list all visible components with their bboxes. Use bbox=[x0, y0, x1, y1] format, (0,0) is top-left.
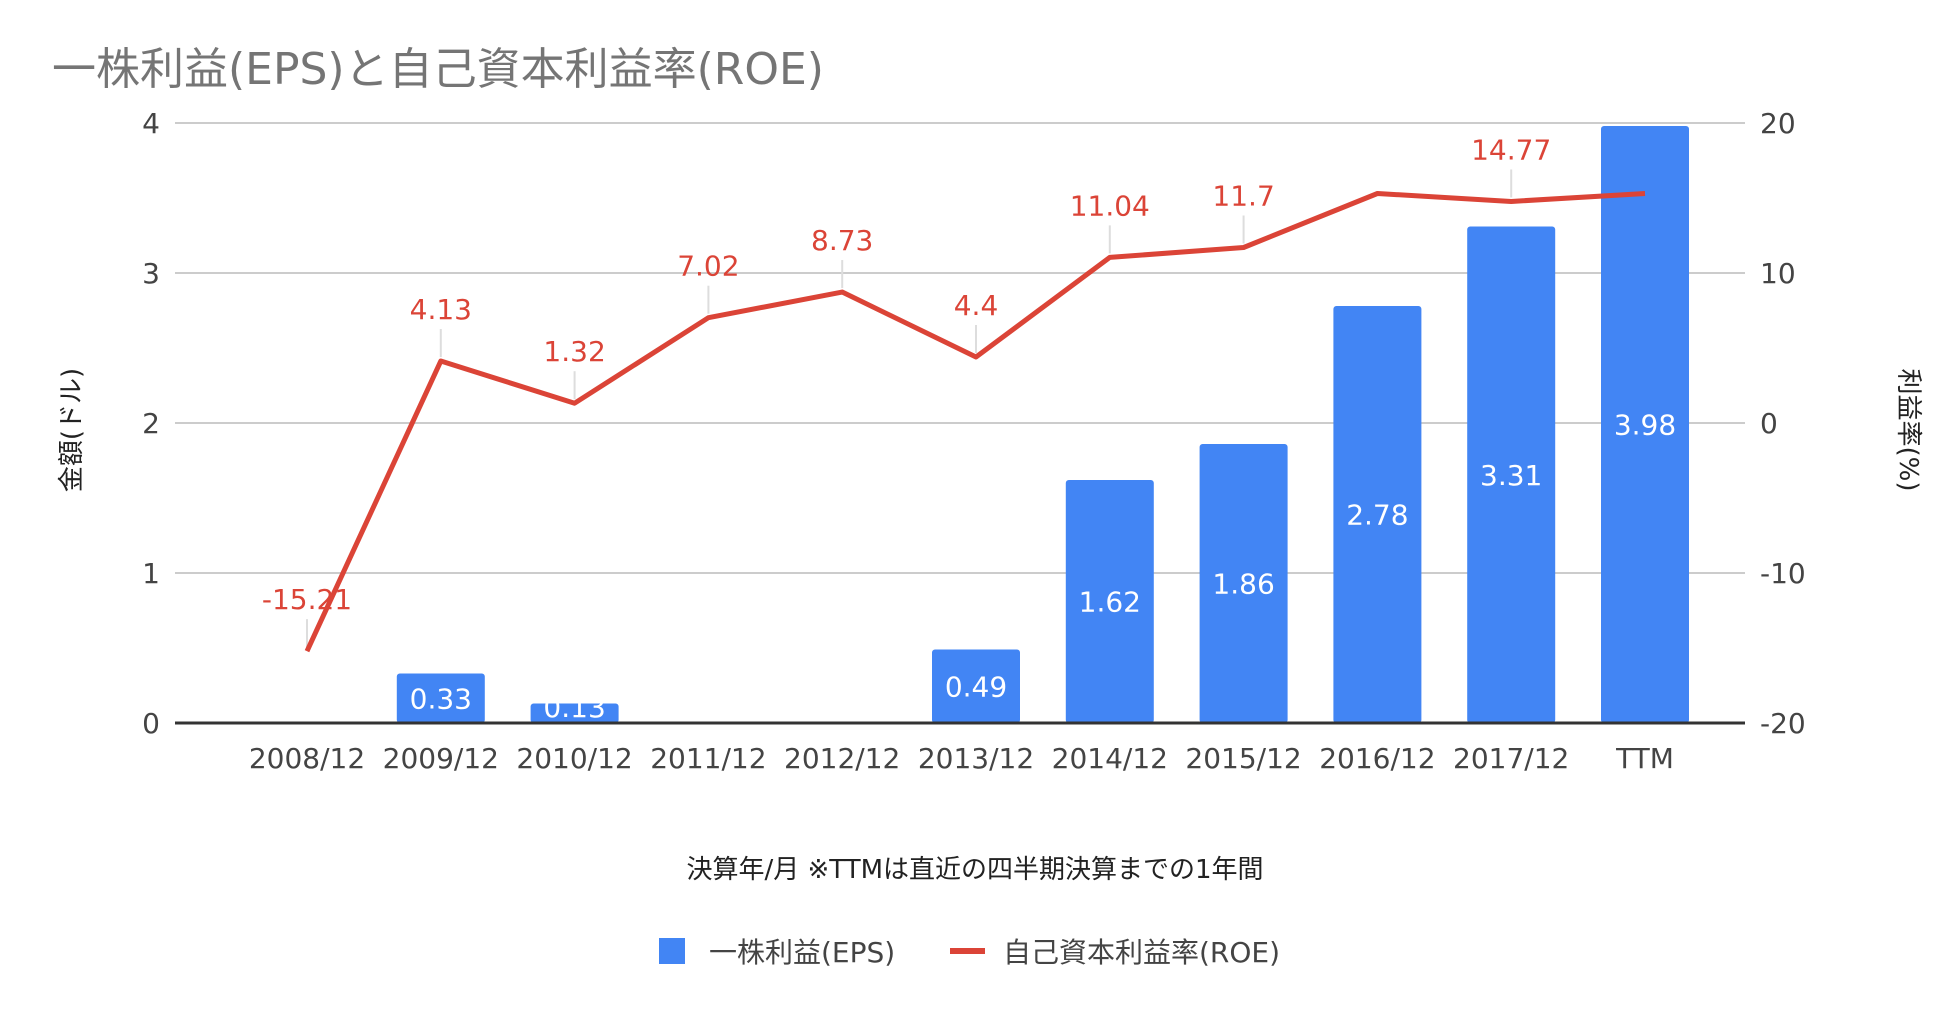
right-tick-label: 10 bbox=[1760, 257, 1796, 290]
roe-line-series: -15.21 4.13 1.32 7.02 8.73 4.4 11.04 11.7 14.77 bbox=[262, 133, 1646, 653]
legend: 一株利益(EPS) 自己資本利益率(ROE) bbox=[659, 936, 1280, 969]
roe-point-label: 11.04 bbox=[1070, 189, 1150, 222]
x-category-label: 2011/12 bbox=[650, 742, 766, 775]
eps-bars: 0.33 0.13 0.49 1.62 1.86 2.78 3.31 3.98 bbox=[396, 126, 1689, 724]
roe-point-label: 4.13 bbox=[410, 293, 472, 326]
roe-line bbox=[304, 191, 1646, 653]
eps-bar-label: 0.33 bbox=[410, 682, 472, 715]
eps-bar bbox=[530, 703, 619, 723]
x-category-label: TTM bbox=[1615, 742, 1674, 775]
x-category-label: 2009/12 bbox=[383, 742, 499, 775]
x-category-label: 2017/12 bbox=[1453, 742, 1569, 775]
x-category-label: 2015/12 bbox=[1185, 742, 1301, 775]
eps-bar bbox=[1333, 306, 1422, 723]
legend-roe-label: 自己資本利益率(ROE) bbox=[1003, 936, 1280, 969]
roe-point-label: -15.21 bbox=[262, 583, 352, 616]
eps-bar bbox=[1065, 480, 1154, 723]
left-tick-label: 2 bbox=[142, 407, 160, 440]
left-tick-label: 0 bbox=[142, 707, 160, 740]
x-category-label: 2013/12 bbox=[918, 742, 1034, 775]
left-tick-label: 1 bbox=[142, 557, 160, 590]
right-axis-title: 利益率(%) bbox=[1893, 369, 1923, 492]
eps-bar-label: 2.78 bbox=[1346, 499, 1408, 532]
eps-bar bbox=[1601, 126, 1689, 723]
roe-point-label: 4.4 bbox=[954, 289, 999, 322]
x-category-label: 2014/12 bbox=[1052, 742, 1168, 775]
x-axis-categories: 2008/12 2009/12 2010/12 2011/12 2012/12 2013/… bbox=[249, 742, 1674, 775]
eps-bar-label: 1.86 bbox=[1212, 568, 1274, 601]
legend-eps-label: 一株利益(EPS) bbox=[709, 936, 895, 969]
left-axis-ticks: 0 1 2 3 4 bbox=[142, 107, 160, 740]
x-category-label: 2016/12 bbox=[1319, 742, 1435, 775]
right-tick-label: -10 bbox=[1760, 557, 1806, 590]
left-tick-label: 3 bbox=[142, 257, 160, 290]
eps-bar bbox=[1199, 444, 1288, 723]
eps-bar bbox=[396, 673, 485, 723]
eps-bar-label: 1.62 bbox=[1079, 586, 1141, 619]
x-axis-title: 決算年/月 ※TTMは直近の四半期決算までの1年間 bbox=[686, 855, 1263, 885]
left-axis-title: 金額(ドル) bbox=[57, 368, 87, 492]
roe-point-label: 8.73 bbox=[811, 224, 873, 257]
eps-bar bbox=[1467, 226, 1556, 723]
eps-bar-label: 0.49 bbox=[945, 670, 1007, 703]
x-category-label: 2010/12 bbox=[516, 742, 632, 775]
roe-point-label: 11.7 bbox=[1212, 180, 1274, 213]
right-tick-label: 20 bbox=[1760, 107, 1796, 140]
eps-bar-label: 3.98 bbox=[1614, 409, 1676, 442]
chart-title: 一株利益(EPS)と自己資本利益率(ROE) bbox=[52, 44, 824, 95]
right-tick-label: -20 bbox=[1760, 707, 1806, 740]
roe-point-label: 14.77 bbox=[1471, 133, 1551, 166]
eps-bar bbox=[932, 649, 1020, 723]
right-axis-ticks: -20 -10 0 10 20 bbox=[1760, 107, 1806, 740]
roe-point-label: 1.32 bbox=[543, 335, 605, 368]
x-category-label: 2008/12 bbox=[249, 742, 365, 775]
right-tick-label: 0 bbox=[1760, 407, 1778, 440]
eps-bar-label: 3.31 bbox=[1480, 459, 1542, 492]
x-category-label: 2012/12 bbox=[784, 742, 900, 775]
eps-bar-label: 0.13 bbox=[543, 691, 605, 724]
roe-point-label: 7.02 bbox=[677, 250, 739, 283]
left-tick-label: 4 bbox=[142, 107, 160, 140]
legend-eps-swatch bbox=[659, 938, 685, 964]
